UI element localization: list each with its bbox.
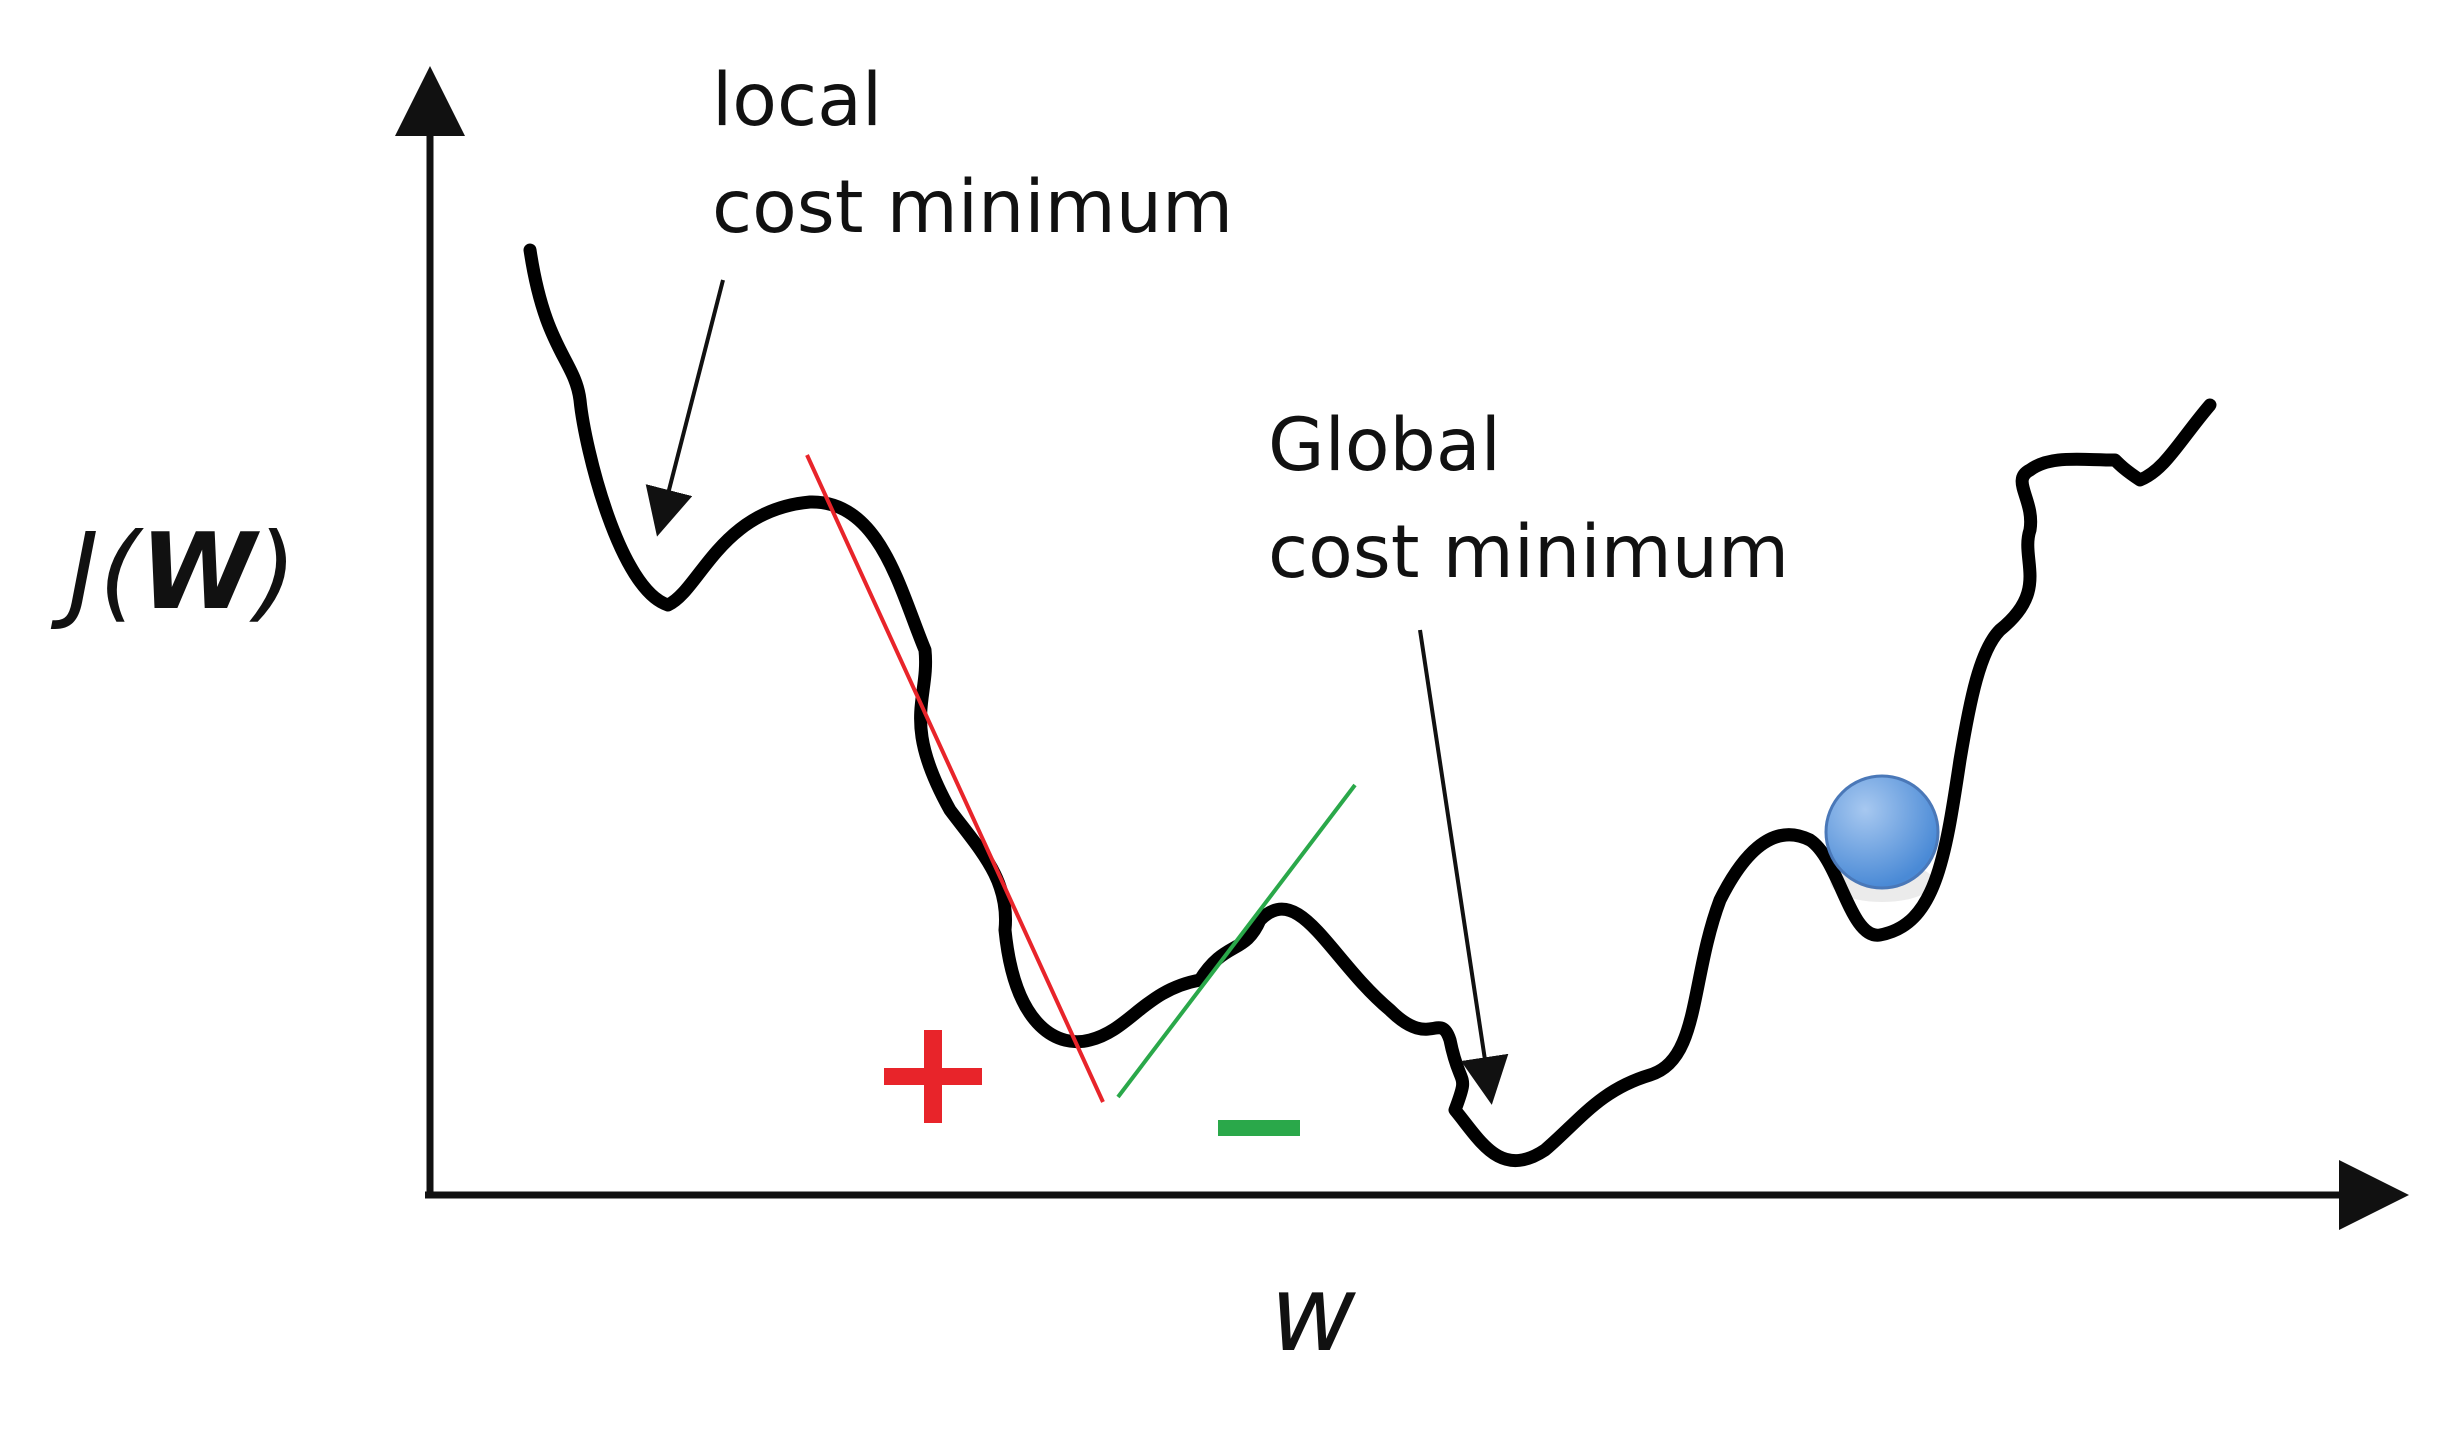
x-axis-label: w — [1270, 1253, 1356, 1375]
positive-slope-tangent — [805, 454, 1105, 1103]
y-axis-label: J(W) — [50, 511, 297, 633]
negative-slope-tangent — [1116, 783, 1357, 1099]
global-minimum-label-line1: Global — [1268, 403, 1501, 488]
plus-sign — [884, 1030, 982, 1123]
ball-icon — [1824, 774, 1940, 902]
global-minimum-label-line2: cost minimum — [1268, 510, 1789, 595]
minus-sign — [1218, 1120, 1300, 1136]
cost-curve — [523, 243, 2217, 1168]
y-axis-label-suffix: ) — [249, 511, 297, 633]
axes — [395, 66, 2409, 1230]
y-axis-label-prefix: J( — [50, 511, 144, 633]
local-minimum-label-line2: cost minimum — [712, 165, 1233, 250]
global-minimum-arrow — [1418, 629, 1509, 1105]
local-minimum-label-line1: local — [712, 58, 882, 143]
y-axis-label-var: W — [140, 511, 261, 633]
local-minimum-arrow — [645, 279, 725, 537]
